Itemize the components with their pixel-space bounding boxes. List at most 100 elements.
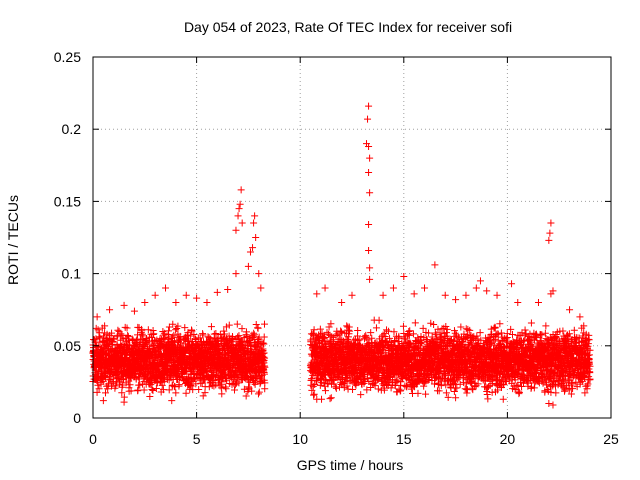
data-point xyxy=(527,319,535,327)
data-point xyxy=(199,392,207,400)
data-point xyxy=(159,353,167,361)
data-point xyxy=(138,330,146,338)
data-point xyxy=(165,386,173,394)
data-point xyxy=(94,381,102,389)
data-point xyxy=(109,338,117,346)
data-point xyxy=(254,390,262,398)
data-point xyxy=(250,329,258,337)
data-point xyxy=(491,324,499,332)
data-point xyxy=(159,327,167,335)
data-point xyxy=(507,325,515,333)
data-point xyxy=(140,386,148,394)
data-point xyxy=(175,381,183,389)
data-point xyxy=(138,327,146,335)
data-point xyxy=(177,336,185,344)
data-point xyxy=(183,367,191,375)
data-point xyxy=(463,389,471,397)
data-point xyxy=(140,342,148,350)
data-point xyxy=(464,325,472,333)
data-point xyxy=(134,331,142,339)
data-point xyxy=(92,324,100,332)
data-point xyxy=(222,323,230,331)
data-point xyxy=(354,326,362,334)
chart-title: Day 054 of 2023, Rate Of TEC Index for r… xyxy=(184,19,512,35)
data-point xyxy=(205,383,213,391)
data-point xyxy=(484,395,492,403)
data-point xyxy=(199,331,207,339)
data-point xyxy=(508,331,516,339)
data-point xyxy=(187,332,195,340)
data-point xyxy=(124,331,132,339)
data-point xyxy=(260,320,268,328)
data-point xyxy=(123,324,131,332)
data-point xyxy=(101,322,109,330)
data-point xyxy=(261,385,269,393)
data-point xyxy=(372,324,380,332)
data-point xyxy=(469,386,477,394)
data-point xyxy=(161,334,169,342)
data-point xyxy=(184,336,192,344)
data-point xyxy=(168,333,176,341)
data-point xyxy=(422,390,430,398)
data-point xyxy=(114,326,122,334)
data-point xyxy=(189,386,197,394)
data-point xyxy=(442,389,450,397)
data-point xyxy=(94,326,102,334)
data-point xyxy=(242,392,250,400)
data-point xyxy=(254,324,262,332)
data-point xyxy=(126,381,134,389)
data-point xyxy=(121,323,129,331)
data-point xyxy=(414,389,422,397)
data-point xyxy=(476,329,484,337)
data-point xyxy=(95,385,103,393)
data-point xyxy=(117,330,125,338)
data-point xyxy=(176,332,184,340)
data-point xyxy=(411,319,419,327)
data-point xyxy=(99,377,107,385)
data-point xyxy=(496,320,504,328)
data-point xyxy=(375,316,383,324)
data-point xyxy=(195,386,203,394)
data-point xyxy=(221,330,229,338)
data-point xyxy=(144,326,152,334)
data-point xyxy=(190,331,198,339)
data-point xyxy=(541,329,549,337)
data-point xyxy=(134,386,142,394)
data-point xyxy=(171,383,179,391)
data-point xyxy=(150,330,158,338)
data-point xyxy=(238,325,246,333)
data-point xyxy=(222,385,230,393)
data-point xyxy=(182,389,190,397)
data-point xyxy=(134,373,142,381)
data-point xyxy=(139,332,147,340)
data-point xyxy=(169,320,177,328)
data-point xyxy=(189,375,197,383)
data-point xyxy=(444,393,452,401)
data-point xyxy=(191,335,199,343)
data-point xyxy=(146,393,154,401)
data-point xyxy=(165,327,173,335)
data-point xyxy=(160,329,168,337)
data-point xyxy=(93,388,101,396)
data-point xyxy=(201,389,209,397)
data-point xyxy=(357,391,365,399)
data-point xyxy=(515,389,523,397)
data-point xyxy=(233,320,241,328)
data-point xyxy=(102,389,110,397)
data-point xyxy=(218,390,226,398)
data-point xyxy=(146,345,154,353)
data-point xyxy=(326,395,334,403)
data-point xyxy=(218,380,226,388)
data-point xyxy=(255,388,263,396)
data-point xyxy=(220,327,228,335)
data-point xyxy=(219,333,227,341)
data-point xyxy=(252,320,260,328)
data-points xyxy=(89,102,594,409)
data-point xyxy=(127,387,135,395)
data-point xyxy=(158,381,166,389)
data-point xyxy=(542,322,550,330)
data-point xyxy=(221,383,229,391)
data-point xyxy=(327,320,335,328)
data-point xyxy=(171,337,179,345)
